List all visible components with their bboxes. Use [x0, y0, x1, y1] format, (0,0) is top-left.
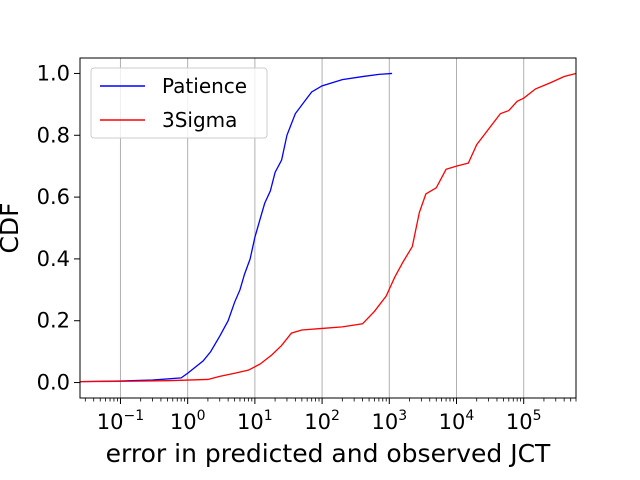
x-tick-label: 10−1 [97, 408, 144, 434]
x-tick-base: 10 [170, 410, 197, 434]
y-tick-label: 0.2 [37, 309, 70, 333]
x-tick-base: 10 [97, 410, 124, 434]
series-layer [80, 72, 576, 383]
x-tick-exponent: 0 [197, 408, 206, 424]
series-line-3sigma [80, 72, 576, 383]
x-tick-label: 102 [304, 408, 340, 434]
x-tick-exponent: 5 [533, 408, 542, 424]
legend: Patience 3Sigma [90, 67, 268, 139]
x-tick-exponent: 2 [331, 408, 340, 424]
y-tick-label: 0.0 [37, 371, 70, 395]
x-tick-base: 10 [304, 410, 331, 434]
x-tick-label: 100 [170, 408, 206, 434]
legend-label-patience: Patience [162, 74, 247, 98]
x-tick-exponent: 1 [264, 408, 273, 424]
legend-label-3sigma: 3Sigma [162, 108, 237, 132]
x-axis-title: error in predicted and observed JCT [106, 439, 551, 468]
series-line-patience [80, 72, 393, 383]
x-tick-label: 101 [237, 408, 273, 434]
x-tick-base: 10 [237, 410, 264, 434]
x-tick-exponent: 4 [465, 408, 474, 424]
x-tick-exponent: 3 [398, 408, 407, 424]
y-tick-label: 1.0 [37, 61, 70, 85]
x-tick-base: 10 [371, 410, 398, 434]
y-tick-label: 0.4 [37, 247, 70, 271]
x-tick-label: 105 [506, 408, 542, 434]
y-axis-title: CDF [0, 202, 24, 253]
x-tick-label: 104 [439, 408, 475, 434]
x-tick-exponent: −1 [124, 408, 145, 424]
x-tick-base: 10 [439, 410, 466, 434]
y-tick-label: 0.6 [37, 185, 70, 209]
x-tick-label: 103 [371, 408, 407, 434]
plot-frame [79, 57, 577, 399]
x-tick-base: 10 [506, 410, 533, 434]
y-tick-label: 0.8 [37, 123, 70, 147]
